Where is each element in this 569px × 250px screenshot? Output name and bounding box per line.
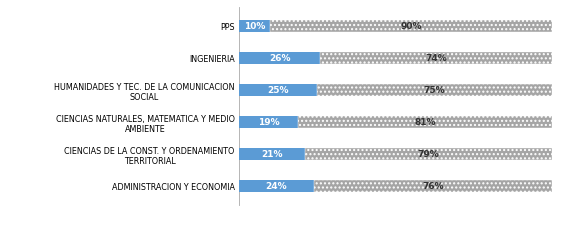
Text: 25%: 25% [267, 86, 289, 95]
Bar [239, 20, 270, 33]
Bar [298, 116, 552, 128]
Bar [304, 148, 552, 160]
Bar [239, 148, 304, 160]
Text: 90%: 90% [401, 22, 422, 31]
Bar [317, 84, 552, 96]
Text: 76%: 76% [422, 182, 444, 190]
Text: 19%: 19% [258, 118, 279, 127]
Text: 24%: 24% [266, 182, 287, 190]
Bar [270, 20, 552, 33]
Bar [239, 180, 314, 192]
Text: 81%: 81% [414, 118, 436, 127]
Text: 74%: 74% [425, 54, 447, 63]
Bar [239, 52, 320, 64]
Text: 26%: 26% [269, 54, 290, 63]
Bar [239, 84, 317, 96]
Text: 21%: 21% [261, 150, 283, 158]
Bar [314, 180, 552, 192]
Bar [320, 52, 552, 64]
Text: 10%: 10% [244, 22, 265, 31]
Text: 79%: 79% [418, 150, 439, 158]
Text: 75%: 75% [424, 86, 446, 95]
Bar [239, 116, 298, 128]
